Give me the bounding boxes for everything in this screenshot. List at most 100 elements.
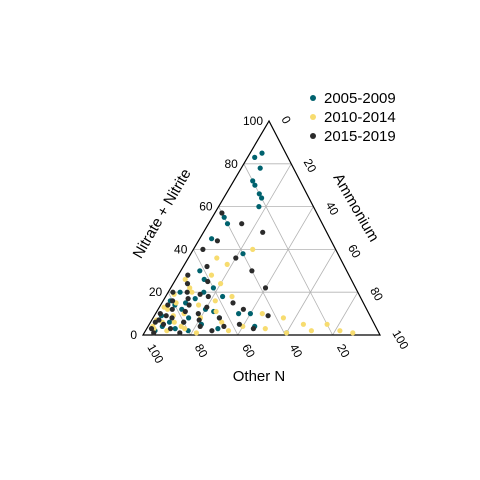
data-point-2015-2019 bbox=[240, 306, 246, 312]
data-point-2015-2019 bbox=[249, 268, 255, 274]
triangle-frame bbox=[141, 119, 381, 336]
tick-label-other-n: 100 bbox=[144, 342, 166, 367]
data-point-2010-2014 bbox=[229, 293, 235, 300]
data-point-2015-2019 bbox=[236, 321, 242, 327]
data-point-2005-2009 bbox=[240, 251, 246, 257]
data-point-2005-2009 bbox=[166, 319, 173, 325]
data-point-2005-2009 bbox=[224, 221, 231, 227]
data-point-2005-2009 bbox=[236, 311, 242, 317]
grid-line-ammonium bbox=[332, 291, 359, 336]
data-point-2015-2019 bbox=[221, 323, 227, 329]
tick-label-ammonium: 60 bbox=[345, 242, 364, 261]
data-point-2005-2009 bbox=[221, 214, 227, 220]
data-point-2005-2009 bbox=[259, 150, 265, 156]
data-point-2005-2009 bbox=[192, 296, 198, 302]
data-point-2015-2019 bbox=[197, 323, 203, 329]
data-point-2015-2019 bbox=[265, 313, 271, 319]
data-point-2010-2014 bbox=[225, 328, 232, 334]
legend-item-2015-2019: 2015-2019 bbox=[310, 128, 396, 145]
data-point-2015-2019 bbox=[250, 326, 256, 332]
data-point-2015-2019 bbox=[169, 306, 175, 312]
data-point-2005-2009 bbox=[172, 326, 178, 332]
data-point-2015-2019 bbox=[205, 293, 211, 300]
data-point-2010-2014 bbox=[196, 302, 202, 308]
data-point-2010-2014 bbox=[224, 261, 230, 267]
data-point-2015-2019 bbox=[214, 238, 220, 244]
data-point-2015-2019 bbox=[205, 278, 211, 285]
data-point-2015-2019 bbox=[239, 221, 245, 227]
data-point-2015-2019 bbox=[186, 302, 192, 308]
data-point-2015-2019 bbox=[170, 298, 176, 304]
data-point-2005-2009 bbox=[210, 285, 216, 291]
data-point-2010-2014 bbox=[324, 321, 330, 327]
data-point-2015-2019 bbox=[177, 330, 183, 336]
data-point-2010-2014 bbox=[213, 308, 219, 315]
data-point-2010-2014 bbox=[189, 289, 195, 295]
tick-label-ammonium: 0 bbox=[278, 114, 294, 127]
tick-label-nitrate: 100 bbox=[243, 114, 263, 128]
tick-label-nitrate: 60 bbox=[199, 200, 213, 214]
tick-label-other-n: 40 bbox=[287, 342, 306, 361]
grid-line-ammonium bbox=[284, 249, 336, 336]
data-point-2015-2019 bbox=[167, 326, 174, 332]
data-point-2005-2009 bbox=[209, 236, 215, 242]
data-point-2015-2019 bbox=[230, 300, 236, 306]
data-point-2015-2019 bbox=[148, 326, 155, 332]
data-point-2005-2009 bbox=[252, 154, 258, 160]
data-point-2015-2019 bbox=[184, 281, 191, 287]
tick-label-other-n: 20 bbox=[334, 342, 353, 361]
legend-label-2005-2009: 2005-2009 bbox=[324, 90, 396, 107]
legend-label-2015-2019: 2015-2019 bbox=[324, 128, 396, 145]
tick-label-ammonium: 100 bbox=[389, 328, 411, 353]
data-point-2010-2014 bbox=[283, 330, 290, 336]
legend-marker-2005-2009 bbox=[310, 95, 316, 101]
data-point-2010-2014 bbox=[182, 276, 188, 282]
data-point-2015-2019 bbox=[182, 308, 188, 315]
data-point-2010-2014 bbox=[219, 319, 225, 325]
data-point-2015-2019 bbox=[169, 315, 175, 321]
data-point-2005-2009 bbox=[256, 191, 262, 197]
data-point-2015-2019 bbox=[152, 319, 158, 325]
data-point-2010-2014 bbox=[171, 319, 177, 325]
tick-label-nitrate: 80 bbox=[224, 157, 238, 171]
data-point-2005-2009 bbox=[197, 268, 203, 274]
legend: 2005-2009 2010-2014 2015-2019 bbox=[310, 90, 396, 145]
legend-label-2010-2014: 2010-2014 bbox=[324, 109, 396, 126]
data-point-2005-2009 bbox=[259, 195, 265, 201]
data-point-2010-2014 bbox=[337, 328, 343, 334]
data-point-2015-2019 bbox=[216, 315, 222, 321]
data-point-2015-2019 bbox=[185, 296, 191, 302]
data-point-2015-2019 bbox=[163, 313, 169, 319]
grid-line-other bbox=[193, 249, 239, 336]
data-point-2015-2019 bbox=[151, 330, 157, 336]
data-point-2010-2014 bbox=[300, 321, 306, 327]
data-point-2015-2019 bbox=[184, 289, 190, 295]
data-point-2010-2014 bbox=[182, 326, 188, 332]
data-point-2015-2019 bbox=[204, 263, 210, 270]
tick-label-nitrate: 20 bbox=[149, 285, 163, 299]
legend-item-2005-2009: 2005-2009 bbox=[310, 90, 396, 107]
data-point-2015-2019 bbox=[165, 302, 171, 308]
data-point-2010-2014 bbox=[262, 326, 268, 332]
tick-label-other-n: 60 bbox=[239, 342, 258, 361]
data-point-2010-2014 bbox=[280, 315, 286, 321]
data-point-2005-2009 bbox=[256, 204, 262, 210]
data-point-2015-2019 bbox=[157, 311, 163, 317]
tick-label-nitrate: 0 bbox=[130, 328, 137, 342]
tick-label-other-n: 80 bbox=[192, 342, 211, 361]
data-point-2005-2009 bbox=[220, 293, 226, 300]
grid-lines bbox=[167, 163, 359, 336]
data-point-2015-2019 bbox=[181, 319, 187, 325]
data-point-2010-2014 bbox=[308, 328, 314, 334]
data-point-2015-2019 bbox=[196, 317, 202, 323]
data-point-2015-2019 bbox=[262, 285, 269, 291]
tick-label-ammonium: 40 bbox=[323, 199, 342, 218]
data-point-2005-2009 bbox=[257, 165, 263, 171]
tick-label-ammonium: 20 bbox=[301, 156, 320, 175]
data-point-2010-2014 bbox=[193, 330, 199, 336]
data-point-2005-2009 bbox=[177, 289, 183, 295]
data-point-2015-2019 bbox=[233, 255, 239, 261]
data-point-2015-2019 bbox=[209, 328, 215, 334]
data-point-2005-2009 bbox=[186, 315, 192, 321]
